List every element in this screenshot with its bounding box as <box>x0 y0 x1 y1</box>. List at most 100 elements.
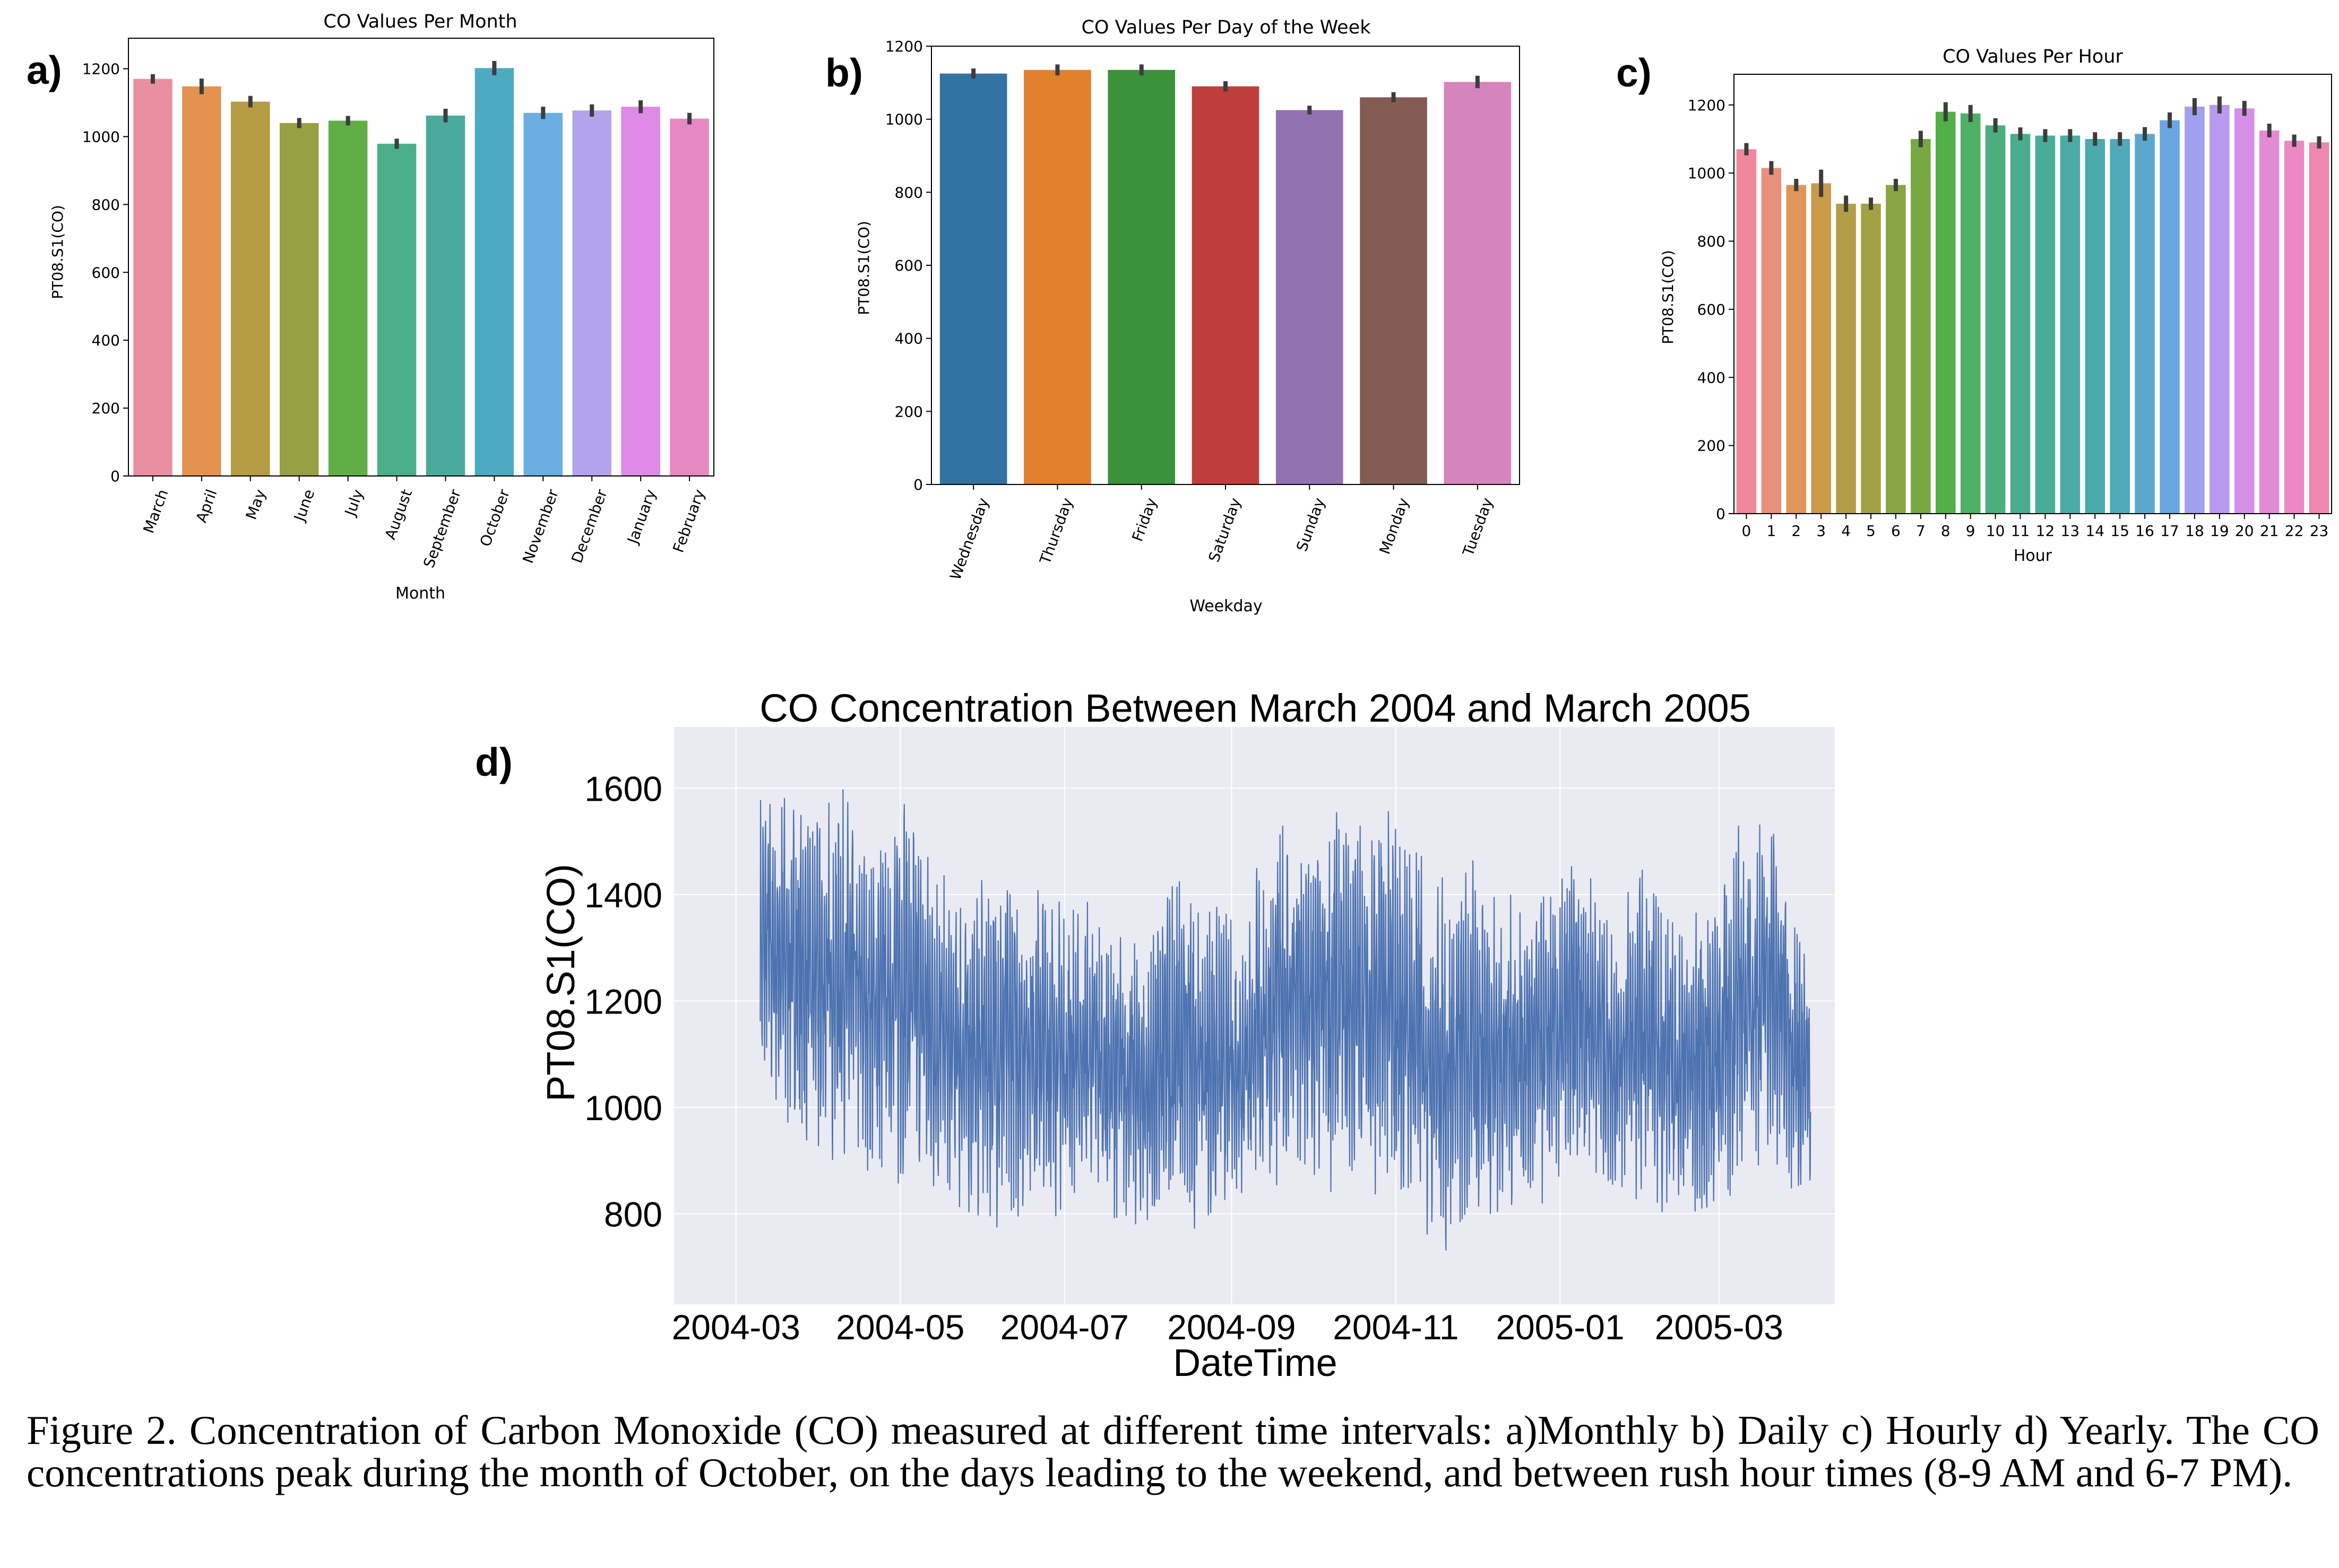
bar <box>279 123 319 476</box>
y-tick-label: 400 <box>895 330 923 348</box>
x-tick-label: Sunday <box>1293 496 1328 554</box>
y-tick-label: 1200 <box>885 38 923 55</box>
panel-b-xlabel: Weekday <box>1189 597 1262 616</box>
bar <box>2309 142 2329 514</box>
bar <box>182 86 221 476</box>
y-tick-label: 1000 <box>82 128 120 145</box>
panel-b-ylabel: PT08.S1(CO) <box>855 221 873 315</box>
x-tick-label: 2004-07 <box>1000 1307 1129 1347</box>
axes-frame <box>128 38 714 477</box>
x-tick-label: 0 <box>1742 522 1751 540</box>
x-tick-label: 15 <box>2110 522 2129 540</box>
x-tick-label: 17 <box>2160 522 2179 540</box>
bar <box>939 73 1007 484</box>
x-tick-label: February <box>669 487 708 555</box>
bar <box>1786 185 1807 514</box>
panel-b-title: CO Values Per Day of the Week <box>1081 17 1371 38</box>
bar <box>1886 185 1906 514</box>
bar <box>2060 135 2081 514</box>
x-tick-label: October <box>477 487 514 549</box>
panel-d-letter: d) <box>475 740 513 784</box>
bar <box>1811 183 1831 514</box>
y-tick-label: 200 <box>895 403 923 420</box>
bar <box>2160 120 2180 514</box>
bar <box>670 118 709 476</box>
bar <box>1985 125 2006 514</box>
panel-c-xlabel: Hour <box>2014 547 2052 565</box>
x-tick-label: April <box>193 487 221 525</box>
bar <box>1108 70 1176 484</box>
x-tick-label: July <box>341 487 367 519</box>
y-tick-label: 1000 <box>885 111 923 128</box>
bar <box>621 107 660 477</box>
y-tick-label: 600 <box>1697 301 1725 318</box>
x-tick-label: June <box>290 487 318 524</box>
y-tick-label: 0 <box>913 476 923 493</box>
bar <box>1911 138 1931 514</box>
y-tick-label: 400 <box>92 332 120 349</box>
x-tick-label: 2004-11 <box>1333 1307 1458 1347</box>
y-tick-label: 800 <box>895 184 923 201</box>
bar <box>2135 134 2155 514</box>
bar <box>1192 86 1259 484</box>
x-tick-label: 13 <box>2061 522 2080 540</box>
x-tick-label: 4 <box>1841 522 1851 540</box>
x-tick-label: 12 <box>2036 522 2055 540</box>
y-tick-label: 1600 <box>584 769 662 808</box>
panel-d-ylabel: PT08.S1(CO) <box>539 864 583 1102</box>
y-tick-label: 200 <box>92 400 120 417</box>
x-tick-label: December <box>568 487 611 565</box>
x-tick-label: 1 <box>1766 522 1776 540</box>
panel-d-title: CO Concentration Between March 2004 and … <box>759 686 1751 730</box>
panel-a-monthly-chart: a) CO Values Per Month Month PT08.S1(CO)… <box>27 11 714 603</box>
panel-a-xlabel: Month <box>395 584 445 603</box>
x-tick-label: 9 <box>1966 522 1975 540</box>
x-tick-label: 20 <box>2235 522 2254 540</box>
bar <box>523 112 563 476</box>
bar <box>2185 106 2205 514</box>
x-tick-label: 2005-01 <box>1496 1307 1624 1347</box>
x-tick-label: Wednesday <box>946 496 992 583</box>
panel-a-title: CO Values Per Month <box>323 11 517 32</box>
x-tick-label: 2005-03 <box>1655 1307 1783 1347</box>
panel-a-letter: a) <box>27 48 62 92</box>
panel-c-letter: c) <box>1616 50 1652 95</box>
x-tick-label: November <box>519 487 562 566</box>
y-tick-label: 600 <box>895 257 923 274</box>
y-tick-label: 1200 <box>1688 97 1725 114</box>
x-tick-label: May <box>243 487 270 522</box>
x-tick-label: January <box>624 487 660 547</box>
y-tick-label: 800 <box>604 1195 662 1234</box>
y-tick-label: 1400 <box>584 876 662 915</box>
axes-frame <box>1733 74 2332 514</box>
y-tick-label: 1000 <box>1688 164 1725 182</box>
bar <box>2234 108 2255 514</box>
bar <box>2284 141 2305 514</box>
x-tick-label: 10 <box>1986 522 2005 540</box>
bar <box>2085 138 2105 514</box>
x-tick-label: Tuesday <box>1459 496 1496 559</box>
x-tick-label: March <box>140 487 171 535</box>
x-tick-label: August <box>382 487 416 542</box>
x-tick-label: 21 <box>2260 522 2279 540</box>
bar <box>1861 203 1881 514</box>
x-tick-label: 2004-09 <box>1167 1307 1296 1347</box>
bar <box>426 115 465 476</box>
bar <box>1275 110 1343 485</box>
y-tick-label: 1000 <box>584 1088 662 1128</box>
panel-d-xlabel: DateTime <box>1173 1342 1337 1384</box>
y-tick-label: 1200 <box>584 982 662 1021</box>
x-tick-label: 2004-05 <box>836 1307 964 1347</box>
bar <box>1836 203 1856 514</box>
y-tick-label: 200 <box>1697 437 1725 455</box>
bar <box>377 143 417 476</box>
x-tick-label: 23 <box>2310 522 2329 540</box>
bar <box>2010 134 2031 514</box>
x-tick-label: 11 <box>2011 522 2030 540</box>
x-tick-label: 16 <box>2135 522 2154 540</box>
y-tick-label: 0 <box>1716 505 1725 523</box>
axes-frame <box>931 46 1520 485</box>
x-tick-label: 5 <box>1866 522 1876 540</box>
y-tick-label: 400 <box>1697 369 1725 386</box>
